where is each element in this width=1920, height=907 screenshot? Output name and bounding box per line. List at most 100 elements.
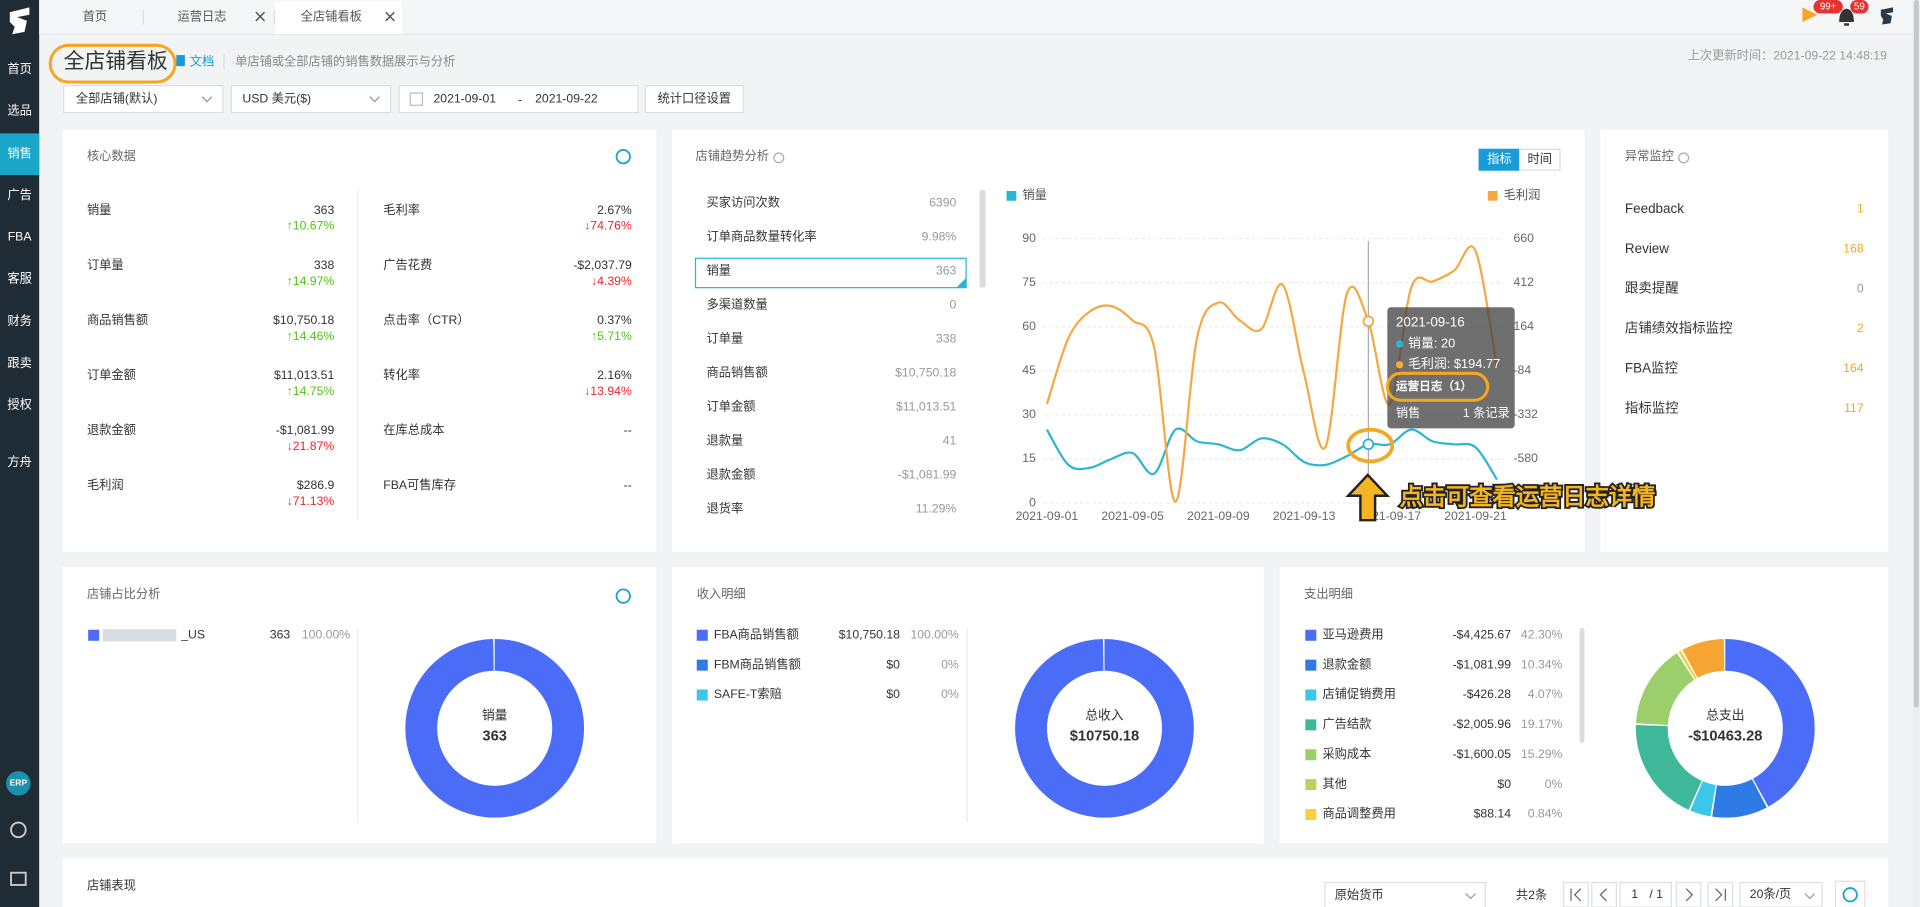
tab[interactable]: 全店铺看板 — [301, 8, 362, 23]
metric-label[interactable]: 销量 — [707, 263, 731, 277]
nav-item[interactable]: 选品 — [7, 104, 31, 118]
flag-icon[interactable] — [1802, 7, 1818, 23]
settings-button[interactable] — [644, 85, 744, 114]
date-range[interactable] — [398, 85, 639, 114]
tab-close[interactable] — [255, 11, 266, 22]
badge — [1850, 0, 1869, 14]
y2-tick-label: 660 — [1513, 231, 1534, 245]
monitor-label[interactable]: Review — [1625, 241, 1669, 256]
metric-value: 338 — [314, 258, 335, 272]
nav-item[interactable]: 财务 — [7, 313, 31, 328]
metric-value: 363 — [314, 203, 335, 217]
date-sep: - — [518, 93, 522, 107]
gift-icon[interactable] — [10, 871, 27, 886]
metric-value: 6390 — [929, 195, 956, 209]
monitor-label[interactable]: 指标监控 — [1625, 400, 1679, 415]
x-tick-label: 2021-09-05 — [1101, 509, 1164, 523]
metric-label[interactable]: 商品销售额 — [707, 365, 768, 380]
page-input[interactable] — [1619, 881, 1673, 907]
metric-label: 点击率（CTR） — [383, 312, 469, 327]
monitor-label[interactable]: FBA监控 — [1625, 360, 1678, 375]
metric-label[interactable]: 退货率 — [707, 501, 744, 516]
legend-percent: 0% — [941, 687, 959, 701]
tab[interactable]: 首页 — [83, 9, 107, 23]
metric-label[interactable]: 退款金额 — [707, 467, 756, 482]
nav-item[interactable]: FBA — [8, 230, 33, 244]
tab[interactable]: 运营日志 — [178, 9, 227, 23]
legend-percent: 10.34% — [1521, 657, 1563, 671]
nav-item[interactable]: 广告 — [7, 188, 31, 202]
metric-label[interactable]: 多渠道数量 — [707, 297, 768, 312]
table-settings[interactable] — [1834, 880, 1866, 907]
metric-value: 41 — [943, 434, 957, 448]
tooltip-log-count: 1 条记录 — [1463, 406, 1510, 420]
hover-point — [1362, 315, 1375, 328]
x-tick-label: 2021-09-01 — [1016, 509, 1079, 523]
help-icon[interactable] — [10, 821, 27, 839]
nav-item[interactable]: 客服 — [7, 270, 31, 285]
metric-value: $286.9 — [297, 478, 335, 492]
nav-item[interactable]: 授权 — [7, 397, 31, 411]
metric-value: -- — [624, 423, 632, 437]
currency-select[interactable] — [230, 85, 392, 114]
legend-swatch — [88, 629, 100, 641]
monitor-label[interactable]: 店铺绩效指标监控 — [1625, 321, 1733, 336]
nav-item[interactable]: 首页 — [7, 62, 31, 76]
metric-change: ↑14.97% — [287, 274, 335, 288]
title-highlight — [48, 43, 177, 84]
info-icon — [773, 152, 785, 164]
next-page[interactable] — [1675, 881, 1702, 907]
chevron — [369, 96, 381, 103]
legend-swatch — [1305, 659, 1317, 671]
donut-segment — [405, 638, 585, 818]
prev-page[interactable] — [1591, 881, 1617, 907]
gear-icon[interactable] — [615, 588, 631, 604]
legend-swatch — [696, 629, 708, 641]
button-label: 统计口径设置 — [658, 91, 731, 105]
metric-label[interactable]: 买家访问次数 — [707, 194, 780, 209]
gear-icon[interactable] — [615, 149, 631, 165]
nav-item[interactable]: 跟卖 — [7, 356, 31, 370]
card-title: 核心数据 — [87, 148, 136, 163]
monitor-value: 164 — [1843, 361, 1864, 375]
nav-item[interactable]: 销售 — [7, 145, 31, 160]
legend-percent: 0% — [1545, 777, 1563, 791]
tooltip-date: 2021-09-16 — [1396, 315, 1465, 330]
legend-label: 退款金额 — [1322, 656, 1371, 671]
toggle-label[interactable]: 时间 — [1528, 152, 1552, 166]
doc-link[interactable]: 文档 — [190, 54, 214, 69]
donut-label: 总收入 — [1085, 707, 1124, 722]
avatar[interactable] — [1880, 7, 1894, 25]
metric-change: ↓74.76% — [584, 219, 632, 233]
monitor-value: 117 — [1844, 401, 1864, 415]
card-title: 店铺占比分析 — [87, 586, 160, 601]
metric-label: FBA可售库存 — [383, 477, 456, 492]
metric-value: 338 — [936, 332, 957, 346]
legend-swatch — [1006, 190, 1017, 201]
blurred-name — [102, 629, 177, 642]
erp-badge[interactable] — [6, 771, 31, 796]
tab-close[interactable] — [385, 11, 395, 22]
metric-label[interactable]: 订单商品数量转化率 — [707, 228, 817, 243]
monitor-label[interactable]: Feedback — [1625, 201, 1684, 216]
metric-label[interactable]: 订单金额 — [707, 399, 756, 414]
metric-label[interactable]: 退款量 — [707, 434, 744, 448]
page-size-select[interactable] — [1739, 881, 1823, 907]
metric-label[interactable]: 订单量 — [707, 332, 744, 346]
toggle-button[interactable] — [1518, 148, 1561, 171]
toggle-label[interactable]: 指标 — [1487, 151, 1511, 166]
bell-icon[interactable] — [1839, 8, 1854, 26]
currency-select[interactable] — [1324, 881, 1486, 907]
monitor-label[interactable]: 跟卖提醒 — [1625, 281, 1679, 296]
tooltip-log[interactable]: 运营日志（1） — [1396, 379, 1472, 393]
nav-item[interactable]: 方舟 — [7, 454, 31, 469]
icon — [1599, 888, 1607, 902]
metric-label: 广告花费 — [383, 257, 432, 272]
legend-swatch — [696, 689, 708, 701]
last-page[interactable] — [1707, 881, 1734, 907]
first-page[interactable] — [1563, 881, 1589, 907]
metric-label: 在库总成本 — [383, 422, 444, 437]
store-select[interactable] — [63, 85, 224, 114]
legend-label: 店铺促销费用 — [1322, 687, 1395, 701]
